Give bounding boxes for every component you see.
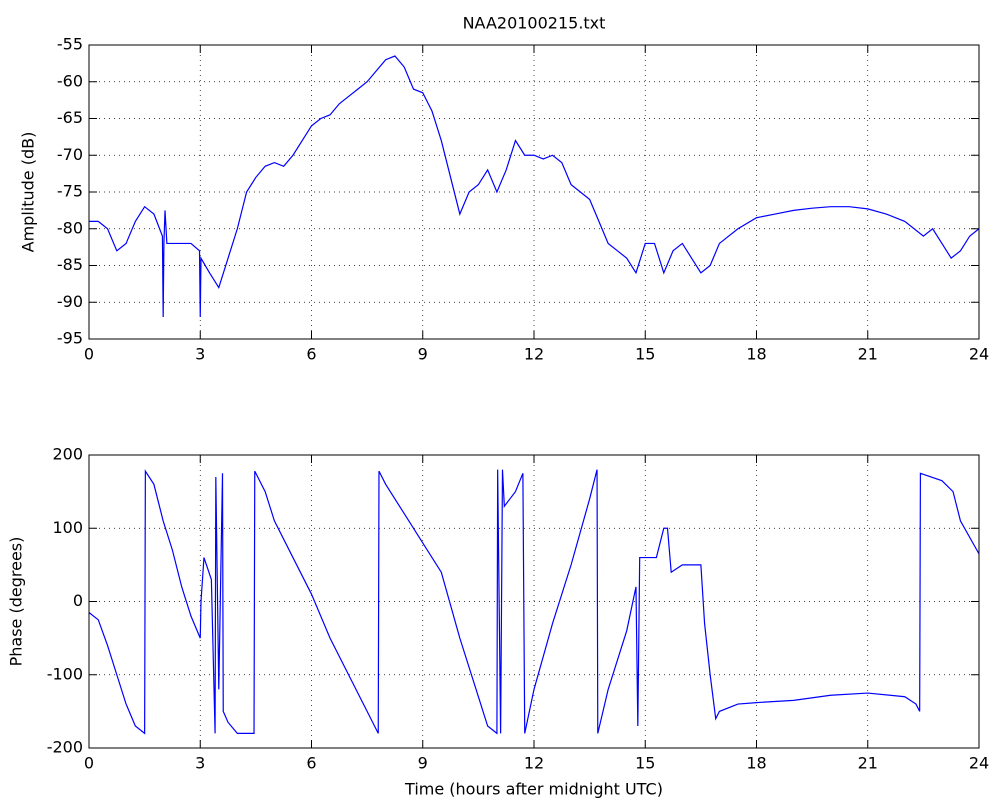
x-tick-label: 9 <box>418 345 428 364</box>
x-tick-label: 12 <box>524 345 544 364</box>
y-tick-label: 100 <box>52 518 83 537</box>
plot-frame <box>88 44 980 340</box>
data-line <box>89 55 980 317</box>
x-tick-label: 6 <box>306 345 316 364</box>
x-tick-label: 6 <box>306 754 316 773</box>
y-tick-label: -60 <box>57 71 83 90</box>
y-tick-label: -90 <box>57 292 83 311</box>
y-tick-label: -80 <box>57 218 83 237</box>
x-tick-label: 3 <box>195 754 205 773</box>
y-tick-label: -100 <box>47 664 83 683</box>
x-tick-label: 21 <box>858 754 878 773</box>
y-tick-label: -85 <box>57 255 83 274</box>
x-tick-label: 24 <box>969 345 989 364</box>
plot-frame <box>88 454 980 749</box>
y-tick-label: -75 <box>57 182 83 201</box>
y-tick-label: -200 <box>47 738 83 757</box>
x-tick-label: 21 <box>858 345 878 364</box>
y-tick-label: 200 <box>52 445 83 464</box>
y-axis-label: Amplitude (dB) <box>19 132 38 253</box>
x-tick-label: 12 <box>524 754 544 773</box>
x-tick-label: 0 <box>84 345 94 364</box>
y-tick-label: -70 <box>57 145 83 164</box>
chart-title: NAA20100215.txt <box>463 14 606 33</box>
y-axis-label: Phase (degrees) <box>7 537 26 667</box>
x-tick-label: 3 <box>195 345 205 364</box>
x-axis-label: Time (hours after midnight UTC) <box>404 780 663 799</box>
data-line <box>88 469 980 735</box>
x-tick-label: 24 <box>969 754 989 773</box>
x-tick-label: 18 <box>746 754 766 773</box>
y-tick-label: -95 <box>57 329 83 348</box>
x-tick-label: 18 <box>746 345 766 364</box>
x-tick-label: 0 <box>84 754 94 773</box>
y-tick-label: 0 <box>73 591 83 610</box>
x-tick-label: 15 <box>635 754 655 773</box>
x-tick-label: 15 <box>635 345 655 364</box>
y-tick-label: -55 <box>57 35 83 54</box>
y-tick-label: -65 <box>57 108 83 127</box>
x-tick-label: 9 <box>418 754 428 773</box>
